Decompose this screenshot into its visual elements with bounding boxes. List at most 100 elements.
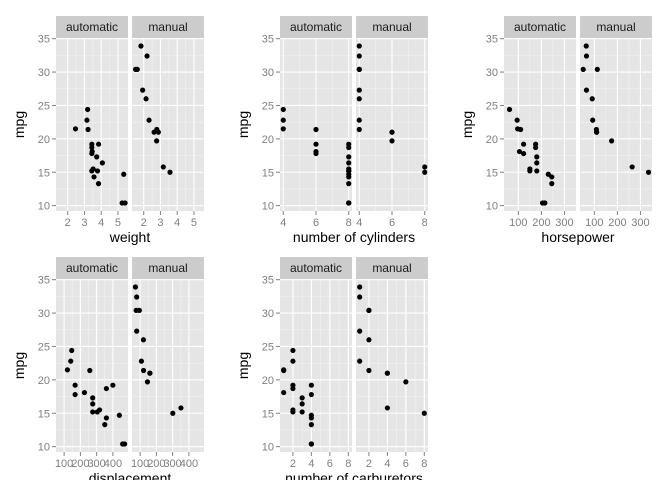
panel-background [580, 38, 652, 211]
panel-background [132, 279, 204, 452]
data-point [144, 53, 150, 59]
data-point [121, 171, 127, 177]
data-point [154, 138, 160, 144]
facet-strip-label: automatic [290, 20, 342, 34]
data-point [313, 141, 319, 147]
data-point [143, 96, 149, 102]
data-point [403, 379, 409, 385]
facet-strip-label: manual [372, 261, 411, 275]
data-point [356, 117, 362, 123]
data-point [69, 347, 75, 354]
data-point [280, 117, 286, 123]
data-point [534, 154, 540, 160]
x-tick-label: 2 [141, 217, 147, 229]
facet-strip [356, 16, 428, 38]
data-point [136, 307, 142, 313]
data-point [515, 126, 521, 132]
facet-panel-automatic: automatic 100 200 300 [504, 16, 576, 229]
data-point [68, 358, 74, 364]
facet-panel-manual: manual 2 4 6 8 [356, 257, 428, 470]
data-point [357, 294, 363, 300]
data-point [64, 367, 70, 373]
x-tick-label: 2 [366, 458, 372, 470]
data-point [366, 337, 372, 343]
y-tick-label: 15 [38, 167, 50, 179]
chart-3: 101520253035mpgautomatic100200300400manu… [11, 257, 204, 480]
data-point [90, 401, 96, 407]
x-tick-label: 8 [421, 458, 427, 470]
data-point [514, 117, 520, 123]
facet-strip [356, 257, 428, 279]
data-point [84, 117, 90, 123]
x-axis-title: number of cylinders [293, 229, 415, 245]
data-point [116, 412, 122, 418]
y-tick-label: 30 [262, 308, 274, 320]
data-point [346, 200, 352, 206]
y-axis-title: mpg [235, 111, 251, 138]
data-point [346, 181, 352, 187]
data-point [281, 389, 287, 396]
data-point [290, 347, 296, 354]
y-tick-label: 15 [262, 408, 274, 420]
data-point [580, 66, 586, 72]
data-point [91, 174, 97, 180]
data-point [138, 43, 144, 49]
facet-strip [280, 16, 352, 38]
y-tick-label: 10 [486, 201, 498, 213]
data-point [594, 66, 600, 72]
data-point [89, 150, 95, 157]
data-point [72, 391, 78, 398]
y-tick-label: 35 [486, 34, 498, 46]
y-tick-label: 30 [38, 308, 50, 320]
data-point [366, 307, 372, 313]
y-tick-label: 25 [38, 100, 50, 112]
data-point [178, 405, 184, 411]
data-point [299, 395, 305, 401]
data-point [138, 358, 145, 364]
x-tick-label: 4 [280, 217, 286, 229]
data-point [422, 169, 428, 175]
y-tick-label: 20 [486, 134, 498, 146]
data-point [290, 358, 296, 364]
data-point [160, 164, 166, 170]
data-point [589, 96, 595, 102]
y-tick-label: 25 [38, 341, 50, 353]
data-point [308, 441, 314, 447]
x-tick-label: 4 [308, 458, 314, 470]
x-tick-label: 4 [174, 217, 180, 229]
y-tick-label: 30 [486, 67, 498, 79]
data-point [357, 284, 363, 290]
data-point [144, 379, 151, 385]
panel-background [132, 38, 204, 211]
data-point [516, 148, 523, 155]
data-point [583, 43, 589, 49]
data-point [313, 126, 319, 133]
data-point [384, 370, 390, 376]
y-tick-label: 35 [38, 34, 50, 46]
data-point [87, 367, 93, 374]
data-point [308, 412, 314, 418]
data-point [299, 401, 305, 407]
facet-strip [56, 16, 128, 38]
facet-strip [56, 257, 128, 279]
data-point [90, 395, 96, 401]
y-tick-label: 15 [262, 167, 274, 179]
data-point [81, 389, 88, 396]
x-tick-label: 300 [163, 458, 181, 470]
data-point [290, 382, 296, 388]
y-tick-label: 35 [262, 275, 274, 287]
facet-strip-label: automatic [290, 261, 342, 275]
facet-strip [580, 16, 652, 38]
x-tick-label: 100 [131, 458, 149, 470]
data-point [384, 405, 390, 411]
data-point [290, 409, 296, 415]
data-point [132, 66, 139, 72]
data-point [389, 138, 395, 144]
data-point [521, 150, 527, 157]
data-point [280, 126, 286, 132]
x-tick-label: 6 [313, 217, 319, 229]
x-tick-label: 8 [345, 458, 351, 470]
